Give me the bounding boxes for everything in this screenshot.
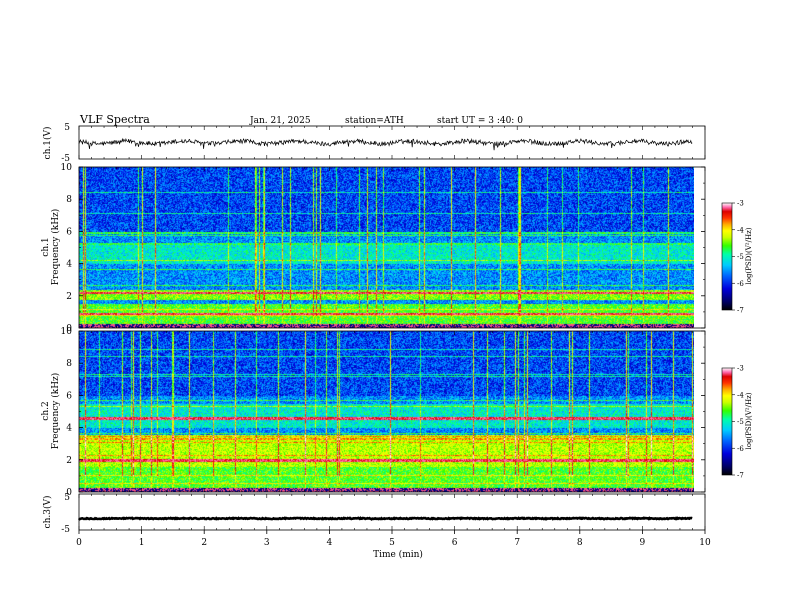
ch2-spectrogram-image-holder <box>79 331 694 492</box>
start-time-label: start UT = 3 :40: 0 <box>437 116 523 126</box>
ch2-colorbar-tick: -7 <box>737 472 744 480</box>
ch1-spectrogram-ytick-label: 4 <box>66 260 72 270</box>
ch1-ytick-top: 5 <box>64 123 70 133</box>
ch2-spectrogram-ytick-label: 8 <box>66 359 72 369</box>
time-tick-label: 0 <box>76 538 82 548</box>
ch1-waveform-line <box>78 137 693 151</box>
ch2-spectrogram-ylabel-channel: ch.2 <box>41 401 51 420</box>
ch1-colorbar-tick: -6 <box>737 280 744 288</box>
ch2-spectrogram-ytick-label: 6 <box>66 391 72 401</box>
ch3-ytick-bottom: -5 <box>61 525 70 535</box>
ch1-spectrogram-ylabel-channel: ch.1 <box>41 237 51 256</box>
ch2-colorbar-tick: -4 <box>737 391 744 399</box>
ch2-spectrogram-image <box>79 331 694 492</box>
ch1-colorbar-label: log(PSD)(V²/Hz) <box>745 227 753 284</box>
ch1-colorbar-tick: -3 <box>737 200 744 208</box>
ch2-spectrogram-ytick-label: 2 <box>66 456 72 466</box>
ch2-colorbar-tick: -3 <box>737 365 744 373</box>
ch3-ytick-top: 5 <box>64 493 70 503</box>
ch1-spectrogram-image <box>79 167 694 328</box>
time-tick-label: 6 <box>452 538 458 548</box>
time-tick-label: 4 <box>327 538 333 548</box>
ch3-waveform-frame <box>78 493 706 531</box>
ch2-spectrogram-ytick-label: 4 <box>66 424 72 434</box>
ch2-colorbar <box>721 367 733 476</box>
ch1-spectrogram-ylabel-frequency: Frequency (kHz) <box>50 209 61 286</box>
time-tick-label: 5 <box>389 538 395 548</box>
ch1-spectrogram-image-holder <box>79 167 694 328</box>
ch2-colorbar-tick: -5 <box>737 418 744 426</box>
ch2-colorbar-label: log(PSD)(V²/Hz) <box>745 392 753 449</box>
time-tick-label: 3 <box>264 538 270 548</box>
ch3-waveform-panel: 5 -5 ch.3(V) <box>42 493 706 535</box>
ch1-spectrogram-ytick-label: 10 <box>61 163 73 173</box>
ch1-spectrogram-ytick-label: 2 <box>66 292 72 302</box>
station-label: station=ATH <box>345 116 404 126</box>
ch1-spectrogram-ytick-label: 6 <box>66 227 72 237</box>
ch1-ytick-bottom: -5 <box>61 154 70 164</box>
time-tick-label: 10 <box>699 538 711 548</box>
time-tick-label: 2 <box>201 538 207 548</box>
figure-title: VLF Spectra <box>79 113 150 126</box>
time-tick-label: 7 <box>514 538 520 548</box>
ch2-spectrogram-ytick-label: 0 <box>66 488 72 498</box>
ch1-spectrogram-ytick-label: 0 <box>66 324 72 334</box>
date-label: Jan. 21, 2025 <box>249 116 311 126</box>
ch2-spectrogram-ylabel-frequency: Frequency (kHz) <box>50 373 61 450</box>
time-tick-label: 1 <box>139 538 145 548</box>
ch1-colorbar-tick: -4 <box>737 226 744 234</box>
ch3-waveform-line <box>77 516 693 521</box>
ch2-colorbar-tick: -6 <box>737 445 744 453</box>
ch1-ylabel: ch.1(V) <box>42 127 53 160</box>
ch2-spectrogram-ytick-label: 10 <box>61 327 73 337</box>
ch1-colorbar-tick: -7 <box>737 307 744 315</box>
time-tick-label: 9 <box>640 538 646 548</box>
time-axis: 0 1 2 3 4 5 6 7 8 9 10 <box>76 126 711 548</box>
ch1-colorbar <box>721 202 733 311</box>
ch1-colorbar-tick: -5 <box>737 253 744 261</box>
time-tick-label: 8 <box>577 538 583 548</box>
ch1-waveform-panel: 5 -5 ch.1(V) <box>42 123 706 164</box>
ch1-spectrogram-ytick-label: 8 <box>66 195 72 205</box>
time-axis-label: Time (min) <box>373 549 423 560</box>
ch3-ylabel: ch.3(V) <box>42 496 53 529</box>
